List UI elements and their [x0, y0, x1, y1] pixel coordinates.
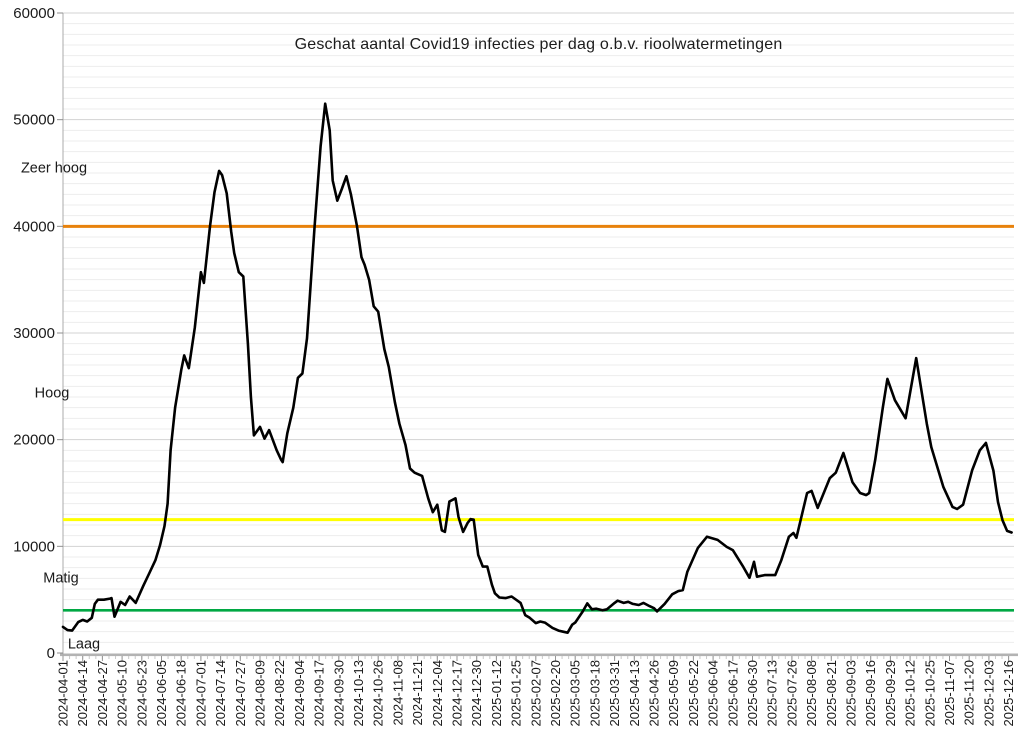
x-tick-label: 2025-11-20 [962, 660, 977, 726]
x-tick-label: 2025-09-03 [844, 660, 859, 727]
x-tick-label: 2024-12-17 [450, 660, 465, 727]
y-tick-label: 50000 [13, 112, 55, 129]
x-tick-label: 2025-02-20 [548, 660, 563, 727]
y-tick-label: 20000 [13, 432, 55, 449]
x-tick-label: 2024-06-05 [154, 660, 169, 727]
x-tick-label: 2025-10-12 [903, 660, 918, 727]
chart-title: Geschat aantal Covid19 infecties per dag… [294, 36, 783, 53]
x-tick-label: 2025-08-21 [824, 660, 839, 727]
y-tick-label: 0 [47, 645, 55, 662]
level-label: Hoog [35, 386, 70, 402]
x-tick-label: 2025-09-16 [863, 660, 878, 727]
y-tick-label: 40000 [13, 218, 55, 235]
x-tick-label: 2025-05-09 [666, 660, 681, 727]
x-tick-label: 2025-01-25 [509, 660, 524, 727]
x-tick-label: 2025-12-16 [1001, 660, 1016, 727]
x-tick-label: 2024-05-10 [115, 660, 130, 727]
x-tick-label: 2025-07-26 [784, 660, 799, 727]
x-tick-label: 2025-03-31 [607, 660, 622, 727]
x-tick-label: 2024-04-01 [56, 660, 71, 727]
x-tick-label: 2025-06-17 [725, 660, 740, 727]
x-tick-label: 2024-04-14 [75, 660, 90, 727]
x-tick-label: 2024-12-30 [469, 660, 484, 727]
infections-line [61, 102, 1013, 635]
level-label: Laag [68, 636, 100, 652]
x-tick-label: 2025-06-30 [745, 660, 760, 727]
x-tick-label: 2025-02-07 [528, 660, 543, 727]
x-tick-label: 2024-10-13 [351, 660, 366, 727]
x-tick-label: 2024-09-04 [292, 660, 307, 727]
x-tick-label: 2024-07-27 [233, 660, 248, 727]
x-tick-label: 2024-08-09 [253, 660, 268, 727]
x-tick-label: 2024-11-08 [390, 660, 405, 726]
x-tick-label: 2025-03-18 [587, 660, 602, 727]
x-tick-label: 2024-07-01 [193, 660, 208, 727]
x-tick-label: 2025-05-22 [686, 660, 701, 727]
x-tick-label: 2024-11-21 [410, 660, 425, 726]
x-axis-line [60, 653, 1018, 657]
x-tick-label: 2025-12-03 [981, 660, 996, 727]
x-tick-label: 2024-09-30 [331, 660, 346, 727]
x-tick-label: 2024-05-23 [134, 660, 149, 727]
x-tick-label: 2025-09-29 [883, 660, 898, 727]
y-tick-label: 30000 [13, 325, 55, 342]
x-tick-label: 2025-03-05 [568, 660, 583, 727]
x-tick-label: 2025-08-08 [804, 660, 819, 727]
x-tick-label: 2024-09-17 [312, 660, 327, 727]
level-label: Zeer hoog [21, 161, 87, 177]
x-tick-label: 2025-11-07 [942, 660, 957, 726]
x-tick-label: 2024-08-22 [272, 660, 287, 727]
x-tick-label: 2024-06-18 [174, 660, 189, 727]
x-tick-label: 2024-04-27 [95, 660, 110, 727]
x-tick-label: 2024-10-26 [371, 660, 386, 727]
x-tick-label: 2025-07-13 [765, 660, 780, 727]
x-tick-label: 2024-07-14 [213, 660, 228, 727]
y-tick-label: 60000 [13, 5, 55, 22]
x-tick-label: 2024-12-04 [430, 660, 445, 727]
level-label: Matig [43, 570, 78, 586]
x-tick-label: 2025-06-04 [706, 660, 721, 727]
x-tick-label: 2025-01-12 [489, 660, 504, 727]
y-tick-label: 10000 [13, 538, 55, 555]
x-tick-label: 2025-04-26 [647, 660, 662, 727]
x-tick-label: 2025-04-13 [627, 660, 642, 727]
x-tick-label: 2025-10-25 [922, 660, 937, 727]
